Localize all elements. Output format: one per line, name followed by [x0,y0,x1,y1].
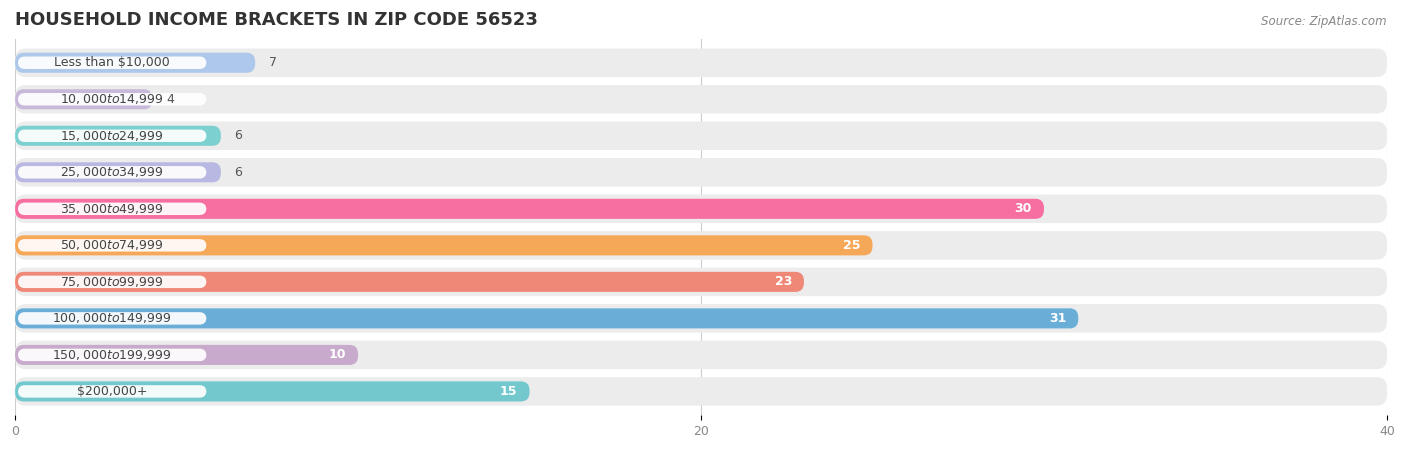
Text: $75,000 to $99,999: $75,000 to $99,999 [60,275,165,289]
Text: 4: 4 [166,93,174,106]
FancyBboxPatch shape [15,304,1386,333]
Text: HOUSEHOLD INCOME BRACKETS IN ZIP CODE 56523: HOUSEHOLD INCOME BRACKETS IN ZIP CODE 56… [15,11,538,29]
FancyBboxPatch shape [15,194,1386,223]
FancyBboxPatch shape [18,130,207,142]
Text: 15: 15 [501,385,517,398]
FancyBboxPatch shape [15,377,1386,405]
FancyBboxPatch shape [15,381,530,401]
FancyBboxPatch shape [15,345,359,365]
FancyBboxPatch shape [15,48,1386,77]
FancyBboxPatch shape [15,199,1045,219]
FancyBboxPatch shape [18,93,207,106]
Text: $35,000 to $49,999: $35,000 to $49,999 [60,202,165,216]
FancyBboxPatch shape [15,268,1386,296]
FancyBboxPatch shape [15,122,1386,150]
Text: $10,000 to $14,999: $10,000 to $14,999 [60,92,165,106]
FancyBboxPatch shape [15,158,1386,186]
FancyBboxPatch shape [18,202,207,215]
FancyBboxPatch shape [18,385,207,398]
Text: $50,000 to $74,999: $50,000 to $74,999 [60,238,165,252]
Text: 30: 30 [1015,202,1032,216]
Text: 25: 25 [844,239,860,252]
Text: 6: 6 [235,129,242,142]
Text: 6: 6 [235,166,242,179]
Text: $100,000 to $149,999: $100,000 to $149,999 [52,312,172,326]
FancyBboxPatch shape [18,166,207,179]
FancyBboxPatch shape [15,162,221,182]
FancyBboxPatch shape [15,235,873,255]
Text: 23: 23 [775,275,792,288]
Text: $15,000 to $24,999: $15,000 to $24,999 [60,129,165,143]
FancyBboxPatch shape [15,231,1386,260]
FancyBboxPatch shape [18,312,207,325]
FancyBboxPatch shape [15,308,1078,328]
FancyBboxPatch shape [18,57,207,69]
Text: $25,000 to $34,999: $25,000 to $34,999 [60,165,165,179]
Text: 7: 7 [269,56,277,69]
Text: Source: ZipAtlas.com: Source: ZipAtlas.com [1261,15,1386,28]
Text: $150,000 to $199,999: $150,000 to $199,999 [52,348,172,362]
FancyBboxPatch shape [15,85,1386,114]
FancyBboxPatch shape [15,126,221,146]
Text: Less than $10,000: Less than $10,000 [55,56,170,69]
Text: 10: 10 [329,348,346,361]
FancyBboxPatch shape [18,239,207,251]
FancyBboxPatch shape [15,89,152,109]
Text: 31: 31 [1049,312,1066,325]
FancyBboxPatch shape [15,53,254,73]
FancyBboxPatch shape [15,272,804,292]
Text: $200,000+: $200,000+ [77,385,148,398]
FancyBboxPatch shape [15,341,1386,369]
FancyBboxPatch shape [18,349,207,361]
FancyBboxPatch shape [18,276,207,288]
